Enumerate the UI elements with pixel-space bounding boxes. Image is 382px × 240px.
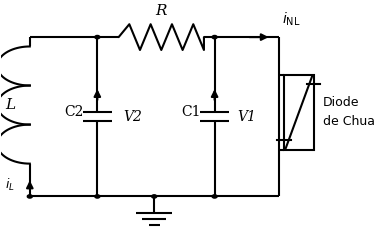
Text: de Chua: de Chua — [323, 115, 375, 128]
Circle shape — [95, 36, 100, 39]
Text: V1: V1 — [237, 110, 256, 124]
Circle shape — [212, 195, 217, 198]
Text: $i_L$: $i_L$ — [5, 177, 15, 193]
Circle shape — [212, 36, 217, 39]
Text: L: L — [5, 98, 15, 112]
Text: V2: V2 — [123, 110, 142, 124]
Text: R: R — [155, 4, 167, 18]
Bar — [284, 75, 314, 150]
Text: $i_{\rm NL}$: $i_{\rm NL}$ — [282, 10, 301, 28]
Text: C2: C2 — [65, 105, 84, 119]
Text: C1: C1 — [182, 105, 201, 119]
Text: Diode: Diode — [323, 96, 359, 109]
Circle shape — [152, 195, 157, 198]
Circle shape — [95, 195, 100, 198]
Circle shape — [28, 195, 32, 198]
